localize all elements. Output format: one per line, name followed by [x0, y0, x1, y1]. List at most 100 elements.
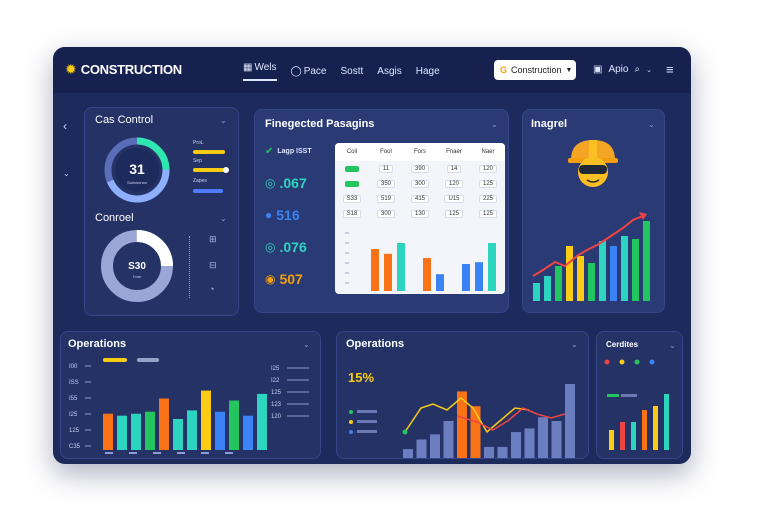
bar — [588, 263, 595, 301]
operations-mid-combo-chart — [349, 384, 575, 458]
kpi-value: .067 — [279, 175, 307, 191]
cell-value: 519 — [376, 195, 395, 203]
search-icon[interactable]: ⌕ — [634, 64, 641, 75]
chevron-down-icon[interactable]: ⌄ — [571, 340, 578, 349]
tool-icon[interactable]: ⊞ — [209, 234, 217, 244]
trend-line-red — [456, 407, 566, 431]
app-title: CONSTRUCTION — [80, 62, 182, 77]
bar — [462, 264, 470, 291]
cost-bar-3 — [193, 189, 223, 193]
table-row[interactable]: S18 300 130 125 125 — [335, 207, 505, 221]
legend-dot — [349, 430, 353, 434]
cell-value: 125 — [478, 180, 497, 188]
bar — [488, 243, 496, 291]
bar — [577, 256, 584, 301]
cell-value: 125 — [444, 210, 463, 218]
bag-icon[interactable]: ▣ — [593, 64, 603, 75]
bar — [457, 391, 467, 458]
bar — [538, 417, 548, 458]
kpi-row: ◎ .067 — [265, 175, 335, 191]
cost-slider-knob[interactable] — [223, 167, 229, 173]
y-tick-label: I25 — [69, 412, 78, 418]
bar — [544, 276, 551, 301]
cell-value: 225 — [478, 195, 497, 203]
bar — [229, 400, 239, 450]
bar — [371, 249, 379, 291]
table-cell: U15 — [437, 195, 471, 203]
operations-kpi: 15% — [348, 370, 375, 385]
y-tick-label: 125 — [69, 428, 80, 434]
y-tick-label: C35 — [69, 444, 81, 450]
kpi-row: ✔ Lagp ISST — [265, 146, 335, 157]
bar — [145, 411, 155, 450]
chevron-down-icon[interactable]: ⌄ — [303, 340, 310, 349]
bar — [131, 413, 141, 450]
bar — [430, 434, 440, 458]
bar — [631, 422, 636, 450]
table-row[interactable]: 350 300 120 125 — [335, 177, 505, 191]
nav-item-asgis[interactable]: Asgis — [377, 66, 402, 77]
integrated-bar-chart — [345, 232, 496, 291]
bar — [610, 246, 617, 301]
x-tick — [201, 452, 209, 454]
nav-item-pace[interactable]: ◯ Pace — [290, 66, 327, 77]
card-title: Operations — [68, 338, 127, 350]
kpi-list: ✔ Lagp ISST ◎ .067 ● 516 ◎ .076 ◉ 507 — [265, 146, 335, 303]
table-row[interactable]: S33 519 415 U15 225 — [335, 192, 505, 206]
pie-caption: Tomr — [133, 274, 143, 279]
table-header-cell: Fors — [414, 149, 426, 155]
bar — [497, 446, 508, 458]
apps-label[interactable]: Apio — [608, 64, 629, 75]
right-label: 120 — [271, 414, 282, 420]
nav-item-sostt[interactable]: Sostt — [340, 66, 364, 77]
cell-value: 125 — [478, 210, 497, 218]
bar — [475, 262, 483, 291]
bar — [599, 241, 606, 301]
clock-icon[interactable]: ◔ — [209, 284, 215, 294]
legend-dot — [349, 410, 353, 414]
card-title: Inagrel — [531, 118, 568, 130]
bar — [416, 439, 427, 458]
nav-item-wels[interactable]: ▦ Wels — [243, 62, 277, 81]
donut-value: 31 — [129, 161, 145, 177]
donut-center — [115, 148, 159, 192]
bar — [643, 221, 650, 301]
chevron-down-icon[interactable]: ⌄ — [220, 116, 227, 125]
bar — [243, 415, 253, 450]
bar — [397, 243, 405, 291]
chevron-down-icon[interactable]: ⌄ — [669, 341, 676, 350]
table-row[interactable]: 11 390 14 120 — [335, 162, 505, 176]
google-icon: G — [500, 65, 508, 75]
cost-label-2: Sep — [193, 158, 202, 164]
card-title: Cas Control — [95, 114, 154, 126]
hamburger-menu-icon[interactable]: ≡ — [665, 62, 674, 77]
table-cell: 519 — [369, 195, 403, 203]
y-tick-label: I55 — [69, 396, 78, 402]
cell-value: 300 — [410, 180, 429, 188]
chevron-down-icon[interactable]: ⌄ — [63, 169, 70, 178]
kpi-row: ● 516 — [265, 207, 335, 223]
inspection-card: Inagrel ⌄ — [522, 109, 665, 313]
truck-icon[interactable]: ⊟ — [209, 260, 217, 270]
control-title: Conroel — [95, 212, 134, 224]
cards-right-bar-chart — [604, 359, 669, 450]
kpi-row: ◎ .076 — [265, 239, 335, 255]
table-header-cell: Naer — [481, 149, 495, 155]
chevron-down-icon[interactable]: ⌄ — [220, 214, 227, 223]
legend-dot — [619, 359, 625, 365]
chevron-down-icon[interactable]: ⌄ — [491, 120, 498, 129]
bar — [173, 418, 183, 450]
x-tick — [129, 452, 137, 454]
logo[interactable]: ✹ CONSTRUCTION — [65, 61, 182, 78]
cell-value: 120 — [444, 180, 463, 188]
bar — [609, 430, 614, 450]
chevron-down-icon[interactable]: ⌄ — [646, 66, 652, 74]
x-tick — [105, 452, 113, 454]
nav-item-hage[interactable]: Hage — [415, 66, 440, 77]
cost-control-card: Cas Control ⌄ 31 Sallolurnan ProL Sep Za… — [84, 107, 239, 316]
table-cell: 120 — [471, 165, 505, 173]
project-dropdown[interactable]: G Construction ▼ — [494, 60, 576, 80]
chevron-down-icon[interactable]: ⌄ — [648, 120, 655, 129]
legend-line — [357, 430, 377, 433]
collapse-arrow-icon[interactable]: ‹ — [63, 119, 67, 133]
